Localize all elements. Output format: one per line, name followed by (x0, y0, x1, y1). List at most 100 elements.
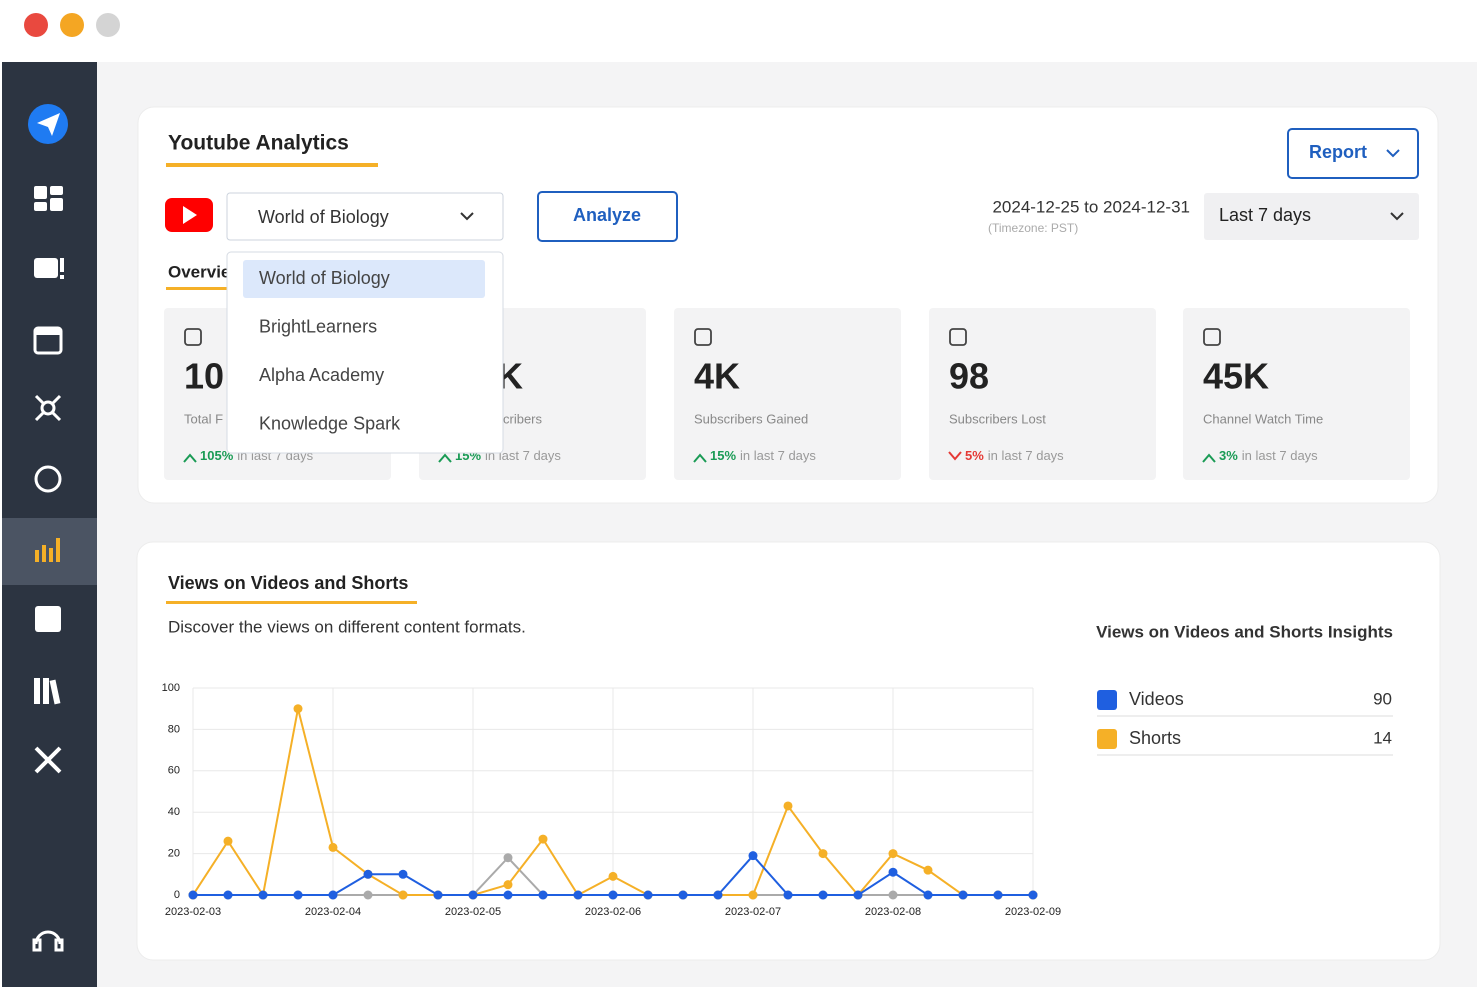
trend-arrow (948, 451, 962, 461)
legend-total: 14 (1373, 728, 1392, 747)
tab-underline (166, 287, 228, 290)
data-point (223, 890, 233, 900)
nav-network[interactable] (34, 394, 62, 422)
change-period: in last 7 days (1242, 448, 1318, 463)
data-point (293, 890, 303, 900)
chart-card (136, 541, 1441, 961)
data-point (748, 851, 758, 861)
data-point (748, 890, 758, 900)
stat-value: 45K (1203, 356, 1269, 397)
nav-dashboard[interactable] (34, 186, 63, 211)
x-tick-label: 2023-02-06 (585, 906, 641, 918)
report-button[interactable] (1287, 128, 1419, 179)
stat-icon (184, 328, 202, 346)
data-point (958, 890, 968, 900)
data-point (398, 890, 408, 900)
x-tick-label: 2023-02-09 (1005, 906, 1061, 918)
report-chevron (1386, 149, 1400, 158)
stat-card (674, 308, 901, 480)
dropdown-option[interactable]: World of Biology (259, 268, 390, 288)
data-point (503, 890, 513, 900)
legend-name: Shorts (1129, 728, 1181, 748)
channel-selected: World of Biology (258, 207, 389, 227)
data-point (573, 890, 583, 900)
stat-change: 15% in last 7 days (710, 448, 816, 463)
stat-label: Total F (184, 411, 223, 426)
change-period: in last 7 days (740, 448, 816, 463)
legend-swatch (1097, 729, 1117, 749)
data-point (1028, 890, 1038, 900)
y-tick-label: 100 (162, 682, 180, 694)
stat-card (1183, 308, 1410, 480)
dropdown-option[interactable]: Knowledge Spark (259, 413, 401, 433)
data-point (328, 842, 338, 852)
change-pct: 15% (710, 448, 736, 463)
legend-name: Videos (1129, 689, 1184, 709)
data-point (188, 890, 198, 900)
zoom-dot[interactable] (96, 13, 120, 37)
insights-title: Views on Videos and Shorts Insights (1096, 622, 1393, 641)
date-range: 2024-12-25 to 2024-12-31 (992, 197, 1190, 216)
y-tick-label: 40 (168, 806, 180, 818)
data-point (538, 834, 548, 844)
nav-tools[interactable] (34, 746, 62, 774)
change-pct: 3% (1219, 448, 1238, 463)
data-point (888, 867, 898, 877)
x-tick-label: 2023-02-03 (165, 906, 221, 918)
data-point (993, 890, 1003, 900)
dropdown-option[interactable]: BrightLearners (259, 316, 377, 336)
data-point (818, 849, 828, 859)
stat-icon (1203, 328, 1221, 346)
nav-calendar[interactable] (33, 326, 63, 355)
stat-label: Channel Watch Time (1203, 411, 1323, 426)
report-label: Report (1309, 142, 1367, 162)
title-underline (166, 163, 378, 167)
data-point (888, 890, 898, 900)
data-point (608, 871, 618, 881)
stat-value: 10 (184, 356, 224, 397)
nav-library[interactable] (34, 678, 61, 705)
data-point (538, 890, 548, 900)
data-point (643, 890, 653, 900)
data-point (503, 853, 513, 863)
channel-select[interactable] (226, 192, 504, 241)
legend-swatch (1097, 690, 1117, 710)
data-point (363, 869, 373, 879)
data-point (783, 890, 793, 900)
analyze-button[interactable] (537, 191, 678, 242)
change-period: in last 7 days (988, 448, 1064, 463)
dropdown-highlight (243, 260, 485, 298)
chart-subtitle: Discover the views on different content … (168, 617, 526, 636)
close-dot[interactable] (24, 13, 48, 37)
nav-analytics[interactable] (35, 538, 60, 562)
period-select[interactable] (1204, 193, 1419, 240)
data-point (328, 890, 338, 900)
overview-tab[interactable]: Overview (168, 262, 244, 281)
trend-arrow (1202, 453, 1216, 463)
channel-dropdown: World of Biology BrightLearners Alpha Acad… (226, 251, 504, 454)
minimize-dot[interactable] (60, 13, 84, 37)
nav-inbox[interactable] (35, 606, 61, 632)
y-tick-label: 60 (168, 765, 180, 777)
data-point (923, 890, 933, 900)
stat-value: 4K (694, 356, 740, 397)
stat-card (929, 308, 1156, 480)
data-point (503, 880, 513, 890)
dropdown-option[interactable]: Alpha Academy (259, 365, 384, 385)
chart-title-underline (166, 601, 417, 604)
change-pct: 5% (965, 448, 984, 463)
data-point (363, 890, 373, 900)
data-point (608, 890, 618, 900)
x-tick-label: 2023-02-04 (305, 906, 361, 918)
nav-posts[interactable] (34, 258, 64, 279)
stat-value: 98 (949, 356, 989, 397)
nav-support[interactable] (32, 930, 64, 952)
data-point (818, 890, 828, 900)
stat-change: 3% in last 7 days (1219, 448, 1318, 463)
data-point (853, 890, 863, 900)
change-pct: 105% (200, 448, 234, 463)
nav-connect[interactable] (34, 465, 62, 493)
timezone: (Timezone: PST) (988, 221, 1078, 235)
x-tick-label: 2023-02-08 (865, 906, 921, 918)
